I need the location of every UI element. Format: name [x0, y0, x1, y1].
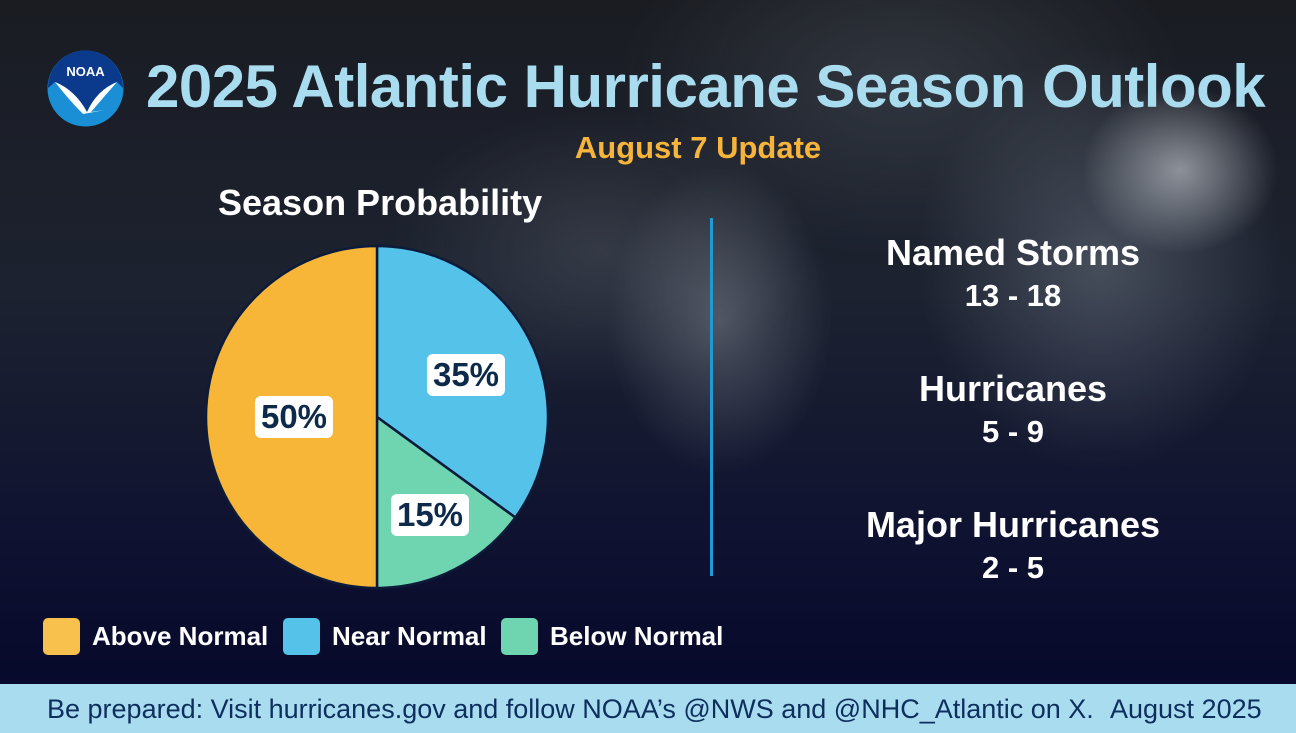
- footer-message: Be prepared: Visit hurricanes.gov and fo…: [47, 694, 1094, 724]
- legend-swatch: [283, 618, 320, 655]
- chart-title: Season Probability: [218, 182, 543, 223]
- stat-hurricanes: Hurricanes 5 - 9: [918, 368, 1108, 449]
- legend-below-normal: Below Normal: [501, 618, 723, 655]
- footer-bar: Be prepared: Visit hurricanes.gov and fo…: [0, 684, 1296, 733]
- stat-named-storms: Named Storms 13 - 18: [885, 232, 1141, 313]
- stat-major-hurricanes: Major Hurricanes 2 - 5: [865, 504, 1161, 585]
- slice-label-near-normal: 35%: [426, 354, 506, 396]
- legend-swatch: [501, 618, 538, 655]
- divider: [710, 218, 713, 576]
- legend-swatch: [43, 618, 80, 655]
- svg-text:NOAA: NOAA: [66, 64, 105, 79]
- slice-label-below-normal: 15%: [390, 494, 470, 536]
- legend-near-normal: Near Normal: [283, 618, 487, 655]
- page-subtitle: August 7 Update: [574, 130, 822, 165]
- slice-label-above-normal: 50%: [254, 396, 334, 438]
- footer-date: August 2025: [1110, 694, 1262, 724]
- legend-above-normal: Above Normal: [43, 618, 268, 655]
- noaa-logo: NOAA: [47, 50, 124, 132]
- page-title: 2025 Atlantic Hurricane Season Outlook: [146, 53, 1266, 120]
